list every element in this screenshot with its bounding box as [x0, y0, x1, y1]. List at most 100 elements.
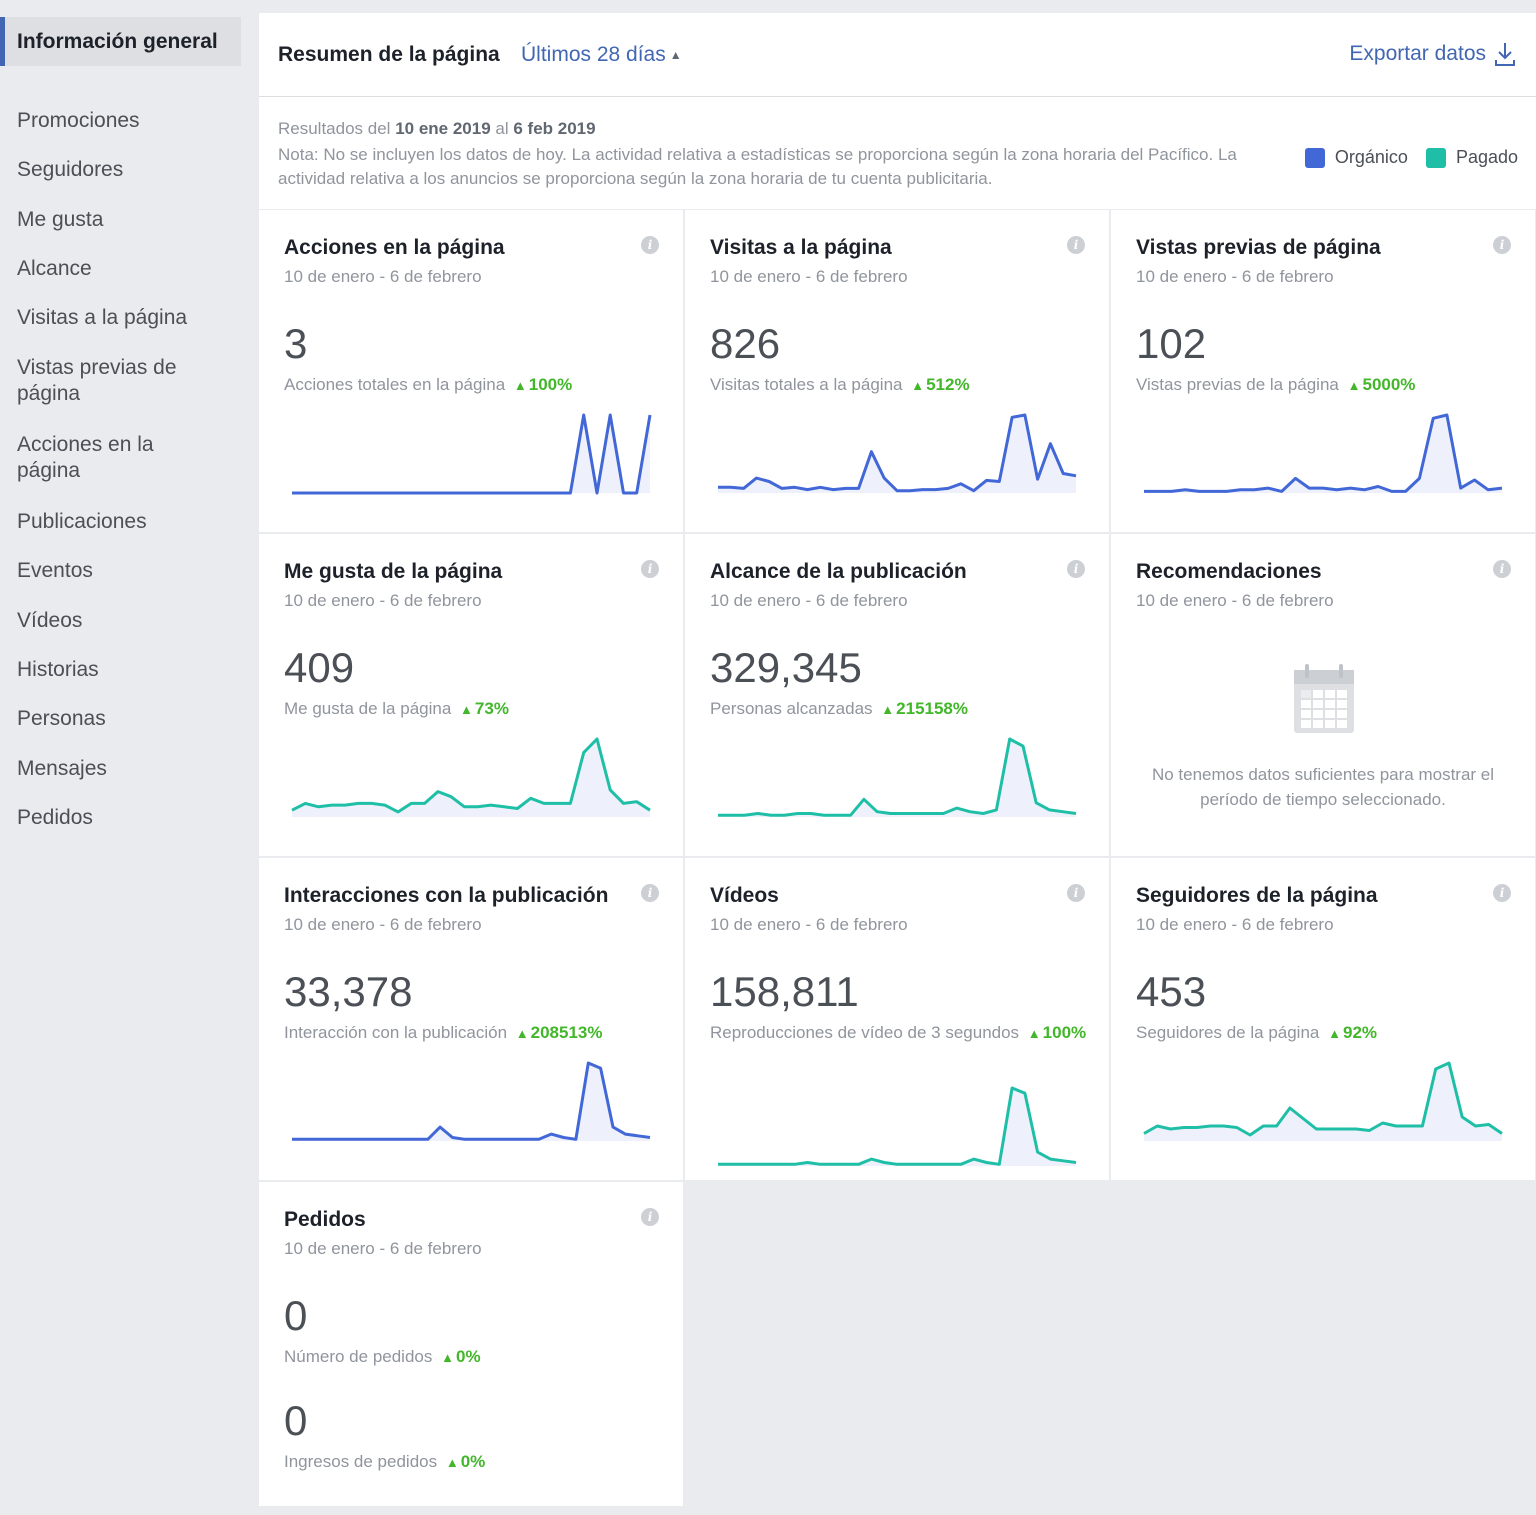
sidebar-item-7[interactable]: Acciones en la página	[17, 433, 154, 482]
sparkline-line	[292, 413, 652, 495]
metric-label: Reproducciones de vídeo de 3 segundos	[710, 1023, 1020, 1042]
up-arrow-icon: ▲	[1347, 378, 1361, 393]
change-value: 73%	[474, 699, 509, 718]
sparkline-chart	[292, 1061, 651, 1141]
sidebar-item-14[interactable]: Pedidos	[17, 806, 93, 829]
change-badge: ▲ 73%	[456, 699, 509, 718]
metric-label: Ingresos de pedidos	[284, 1452, 438, 1471]
metric-card[interactable]: Recomendaciones 10 de enero - 6 de febrer…	[1111, 534, 1535, 856]
info-icon[interactable]: i	[641, 560, 659, 578]
change-badge: ▲ 100%	[510, 375, 572, 394]
metric-card[interactable]: Alcance de la publicación 10 de enero - 6…	[685, 534, 1109, 856]
period-label: Últimos 28 días	[521, 43, 666, 66]
card-date-range: 10 de enero - 6 de febrero	[284, 915, 482, 934]
card-date-range: 10 de enero - 6 de febrero	[284, 1239, 482, 1258]
change-badge: ▲ 512%	[907, 375, 969, 394]
sidebar-item-12[interactable]: Personas	[17, 707, 106, 730]
info-icon[interactable]: i	[1067, 560, 1085, 578]
page-summary-header: Resumen de la página Últimos 28 días ▲ Ex…	[259, 13, 1536, 97]
sidebar-item-8[interactable]: Publicaciones	[17, 510, 147, 533]
metric-card[interactable]: Vistas previas de página 10 de enero - 6 …	[1111, 210, 1535, 532]
info-icon[interactable]: i	[641, 1208, 659, 1226]
up-arrow-icon: ▲	[1027, 1026, 1041, 1041]
card-date-range: 10 de enero - 6 de febrero	[1136, 591, 1334, 610]
main-panel: Resumen de la página Últimos 28 días ▲ Ex…	[259, 13, 1536, 1515]
sidebar-item-0[interactable]: Información general	[0, 17, 241, 66]
metric-card[interactable]: Interacciones con la publicación 10 de en…	[259, 858, 683, 1180]
card-title: Vistas previas de página	[1136, 236, 1381, 259]
metric-label: Vistas previas de la página	[1136, 375, 1339, 394]
info-icon[interactable]: i	[641, 884, 659, 902]
sparkline-chart	[718, 413, 1077, 493]
metric-subtitle: Número de pedidos ▲ 0%	[284, 1344, 674, 1370]
period-selector[interactable]: Últimos 28 días ▲	[521, 43, 682, 67]
card-title: Vídeos	[710, 884, 779, 907]
card-title: Me gusta de la página	[284, 560, 503, 583]
info-icon[interactable]: i	[1493, 560, 1511, 578]
legend-paid-label: Pagado	[1455, 147, 1518, 167]
change-value: 5000%	[1362, 375, 1416, 394]
up-arrow-icon: ▲	[445, 1455, 459, 1470]
card-title: Acciones en la página	[284, 236, 505, 259]
sidebar-item-1[interactable]: Promociones	[17, 109, 140, 132]
metric-subtitle: Me gusta de la página ▲ 73%	[284, 696, 674, 722]
card-date-range: 10 de enero - 6 de febrero	[284, 591, 482, 610]
sparkline-area	[718, 739, 1076, 817]
metric-card[interactable]: Visitas a la página 10 de enero - 6 de fe…	[685, 210, 1109, 532]
sparkline-line	[1143, 1061, 1503, 1137]
card-date-range: 10 de enero - 6 de febrero	[710, 915, 908, 934]
change-value: 100%	[1042, 1023, 1087, 1042]
sidebar-item-3[interactable]: Me gusta	[17, 208, 104, 231]
paid-swatch	[1425, 147, 1446, 168]
sidebar-item-4[interactable]: Alcance	[17, 257, 92, 280]
info-icon[interactable]: i	[641, 236, 659, 254]
change-badge: ▲ 0%	[437, 1347, 480, 1366]
export-data-button[interactable]: Exportar datos	[1349, 41, 1516, 67]
empty-state-message: No tenemos datos suficientes para mostra…	[1151, 765, 1495, 809]
metric-subtitle-revenue: Ingresos de pedidos ▲ 0%	[284, 1449, 674, 1475]
organic-swatch	[1304, 147, 1325, 168]
metric-card[interactable]: Acciones en la página 10 de enero - 6 de …	[259, 210, 683, 532]
metric-card[interactable]: Vídeos 10 de enero - 6 de febrero i 158,811…	[685, 858, 1109, 1180]
sparkline-chart	[291, 737, 651, 817]
sidebar-item-2[interactable]: Seguidores	[17, 158, 124, 181]
info-icon[interactable]: i	[1493, 236, 1511, 254]
sparkline-chart	[1144, 413, 1503, 493]
metric-subtitle: Acciones totales en la página ▲ 100%	[284, 372, 674, 398]
metric-subtitle: Vistas previas de la página ▲ 5000%	[1136, 372, 1526, 398]
sidebar-item-13[interactable]: Mensajes	[17, 757, 107, 780]
metric-label: Me gusta de la página	[284, 699, 452, 718]
sidebar-item-11[interactable]: Historias	[17, 658, 99, 681]
metric-card[interactable]: Me gusta de la página 10 de enero - 6 de …	[259, 534, 683, 856]
change-value: 92%	[1342, 1023, 1378, 1042]
metric-value: 102	[1136, 320, 1207, 367]
change-value: 0%	[460, 1452, 486, 1471]
up-arrow-icon: ▲	[460, 702, 473, 717]
metric-subtitle: Interacción con la publicación ▲ 208513%	[284, 1020, 674, 1046]
sparkline-line	[718, 737, 1077, 817]
sparkline-area	[1144, 1063, 1502, 1141]
card-date-range: 10 de enero - 6 de febrero	[710, 267, 908, 286]
metric-card[interactable]: Pedidos 10 de enero - 6 de febrero i 0 Númer…	[259, 1182, 683, 1506]
sidebar-item-9[interactable]: Eventos	[17, 559, 93, 582]
info-icon[interactable]: i	[1493, 884, 1511, 902]
sidebar-item-10[interactable]: Vídeos	[17, 609, 83, 632]
date-to: 6 feb 2019	[513, 119, 596, 138]
info-icon[interactable]: i	[1067, 236, 1085, 254]
export-label: Exportar datos	[1349, 42, 1486, 65]
legend: Orgánico Pagado	[1287, 147, 1518, 168]
card-date-range: 10 de enero - 6 de febrero	[284, 267, 482, 286]
info-icon[interactable]: i	[1067, 884, 1085, 902]
change-badge: ▲ 5000%	[1344, 375, 1416, 394]
legend-organic-label: Orgánico	[1334, 147, 1408, 167]
metric-card[interactable]: Seguidores de la página 10 de enero - 6 d…	[1111, 858, 1535, 1180]
change-value: 208513%	[530, 1023, 603, 1042]
metric-label: Interacción con la publicación	[284, 1023, 508, 1042]
change-badge: ▲ 0%	[442, 1452, 485, 1471]
sparkline-line	[291, 737, 651, 814]
sidebar-item-6[interactable]: Vistas previas de página	[17, 356, 177, 405]
calendar-icon	[1294, 664, 1354, 733]
sidebar-item-5[interactable]: Visitas a la página	[17, 306, 188, 329]
metric-value-revenue: 0	[284, 1397, 308, 1444]
date-from: 10 ene 2019	[395, 119, 491, 138]
